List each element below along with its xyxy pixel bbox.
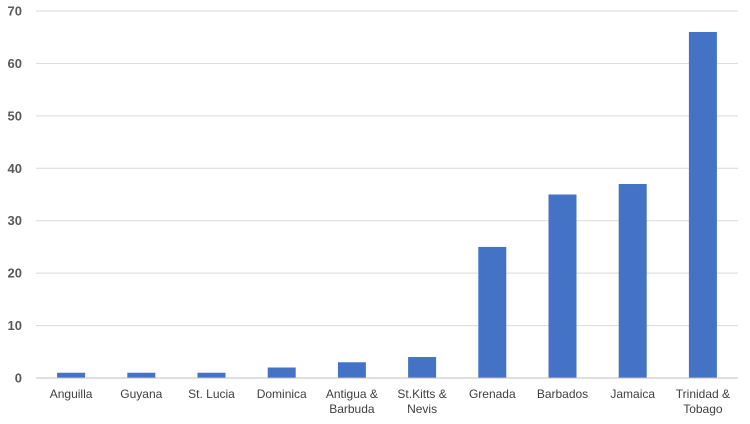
bar — [267, 367, 296, 378]
bars — [57, 31, 717, 378]
bar — [548, 194, 577, 378]
bar — [478, 246, 507, 378]
y-tick-label: 50 — [8, 108, 22, 123]
bar — [688, 31, 717, 378]
y-tick-label: 70 — [8, 4, 22, 19]
x-tick-label: St. Lucia — [188, 387, 235, 401]
bar — [127, 372, 156, 378]
x-tick-label: Guyana — [120, 387, 162, 401]
x-tick-label: Grenada — [469, 387, 516, 401]
y-axis-tick-labels: 0 10 20 30 40 50 60 70 — [8, 4, 22, 386]
x-axis-tick-labels: Anguilla Guyana St. Lucia Dominica Antigua &… — [50, 387, 730, 416]
bar — [197, 372, 226, 378]
y-tick-label: 10 — [8, 318, 22, 333]
bar — [618, 184, 647, 378]
bar — [408, 357, 437, 378]
bar — [57, 372, 86, 378]
x-tick-label: Dominica — [257, 387, 307, 401]
y-tick-label: 20 — [8, 266, 22, 281]
x-tick-label: St.Kitts & Nevis — [397, 387, 446, 416]
y-tick-label: 30 — [8, 213, 22, 228]
x-tick-label: Trinidad & Tobago — [676, 387, 730, 416]
x-tick-label: Antigua & Barbuda — [326, 387, 378, 416]
bar — [337, 362, 366, 378]
y-tick-label: 60 — [8, 56, 22, 71]
x-tick-label: Barbados — [537, 387, 588, 401]
y-tick-label: 40 — [8, 161, 22, 176]
y-tick-label: 0 — [15, 371, 22, 386]
x-tick-label: Jamaica — [610, 387, 655, 401]
gridlines — [36, 10, 738, 327]
x-tick-label: Anguilla — [50, 387, 93, 401]
